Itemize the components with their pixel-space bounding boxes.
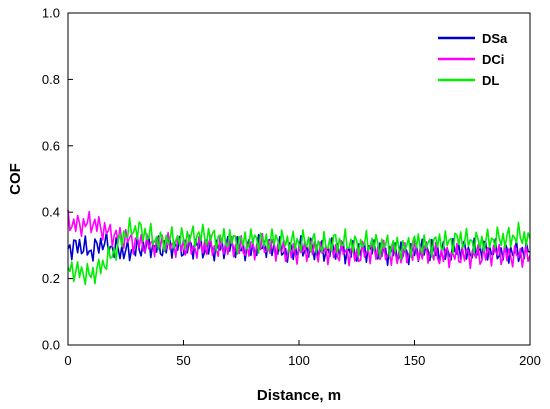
- x-tick-label: 200: [519, 353, 541, 368]
- x-tick-label: 100: [288, 353, 310, 368]
- x-tick-label: 0: [64, 353, 71, 368]
- y-tick-label: 0.6: [42, 138, 60, 153]
- x-tick-label: 50: [176, 353, 190, 368]
- x-axis-title: Distance, m: [257, 387, 341, 404]
- y-axis-title: COF: [7, 163, 24, 195]
- y-tick-label: 0.0: [42, 338, 60, 353]
- series-layer: [67, 209, 531, 286]
- legend-label-dsa: DSa: [482, 31, 508, 46]
- ticks-layer: 0 50 100 150 200 0.0 0.2 0.4 0.6 0.8 1.0: [42, 6, 541, 369]
- legend: DSa DCi DL: [438, 31, 508, 88]
- y-tick-label: 0.4: [42, 205, 60, 220]
- legend-label-dci: DCi: [482, 52, 504, 67]
- legend-label-dl: DL: [482, 73, 499, 88]
- y-tick-label: 0.8: [42, 72, 60, 87]
- y-tick-label: 0.2: [42, 271, 60, 286]
- y-tick-label: 1.0: [42, 6, 60, 21]
- x-tick-label: 150: [404, 353, 426, 368]
- series-line-dl: [67, 217, 531, 286]
